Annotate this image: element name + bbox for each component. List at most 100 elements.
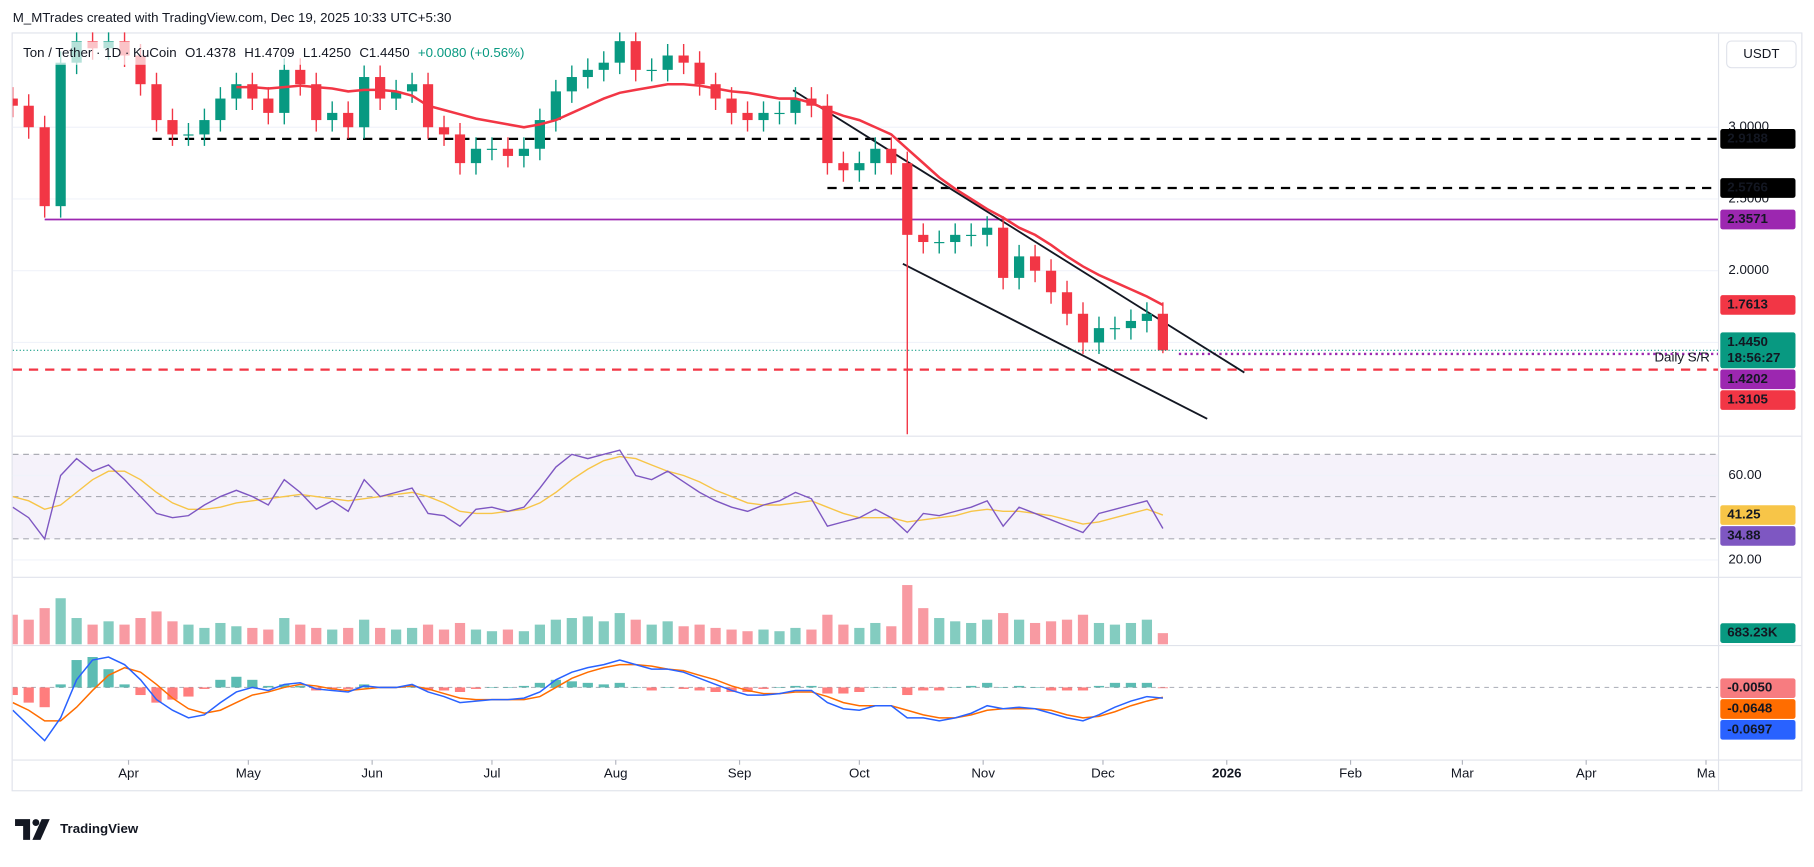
histogram-bar [806, 685, 817, 688]
candle-body [1013, 256, 1025, 278]
axis-value-box [1720, 332, 1796, 369]
candle-body [918, 234, 929, 243]
volume-bar [742, 631, 753, 645]
series-line [12, 663, 1164, 722]
histogram-bar [247, 679, 258, 688]
chart-frame [11, 32, 1803, 792]
candle-body [966, 234, 977, 237]
candle-body [630, 41, 641, 70]
volume-bar [1061, 619, 1073, 645]
volume-bar [470, 629, 482, 645]
volume-bar [359, 619, 370, 645]
candle-body [1125, 320, 1137, 329]
volume-bar [247, 627, 258, 645]
x-tick-label: Oct [849, 765, 870, 780]
histogram-bar [838, 687, 849, 694]
volume-bar [678, 626, 689, 645]
volume-bar [1109, 624, 1121, 645]
histogram-bar [566, 681, 577, 688]
histogram-bar [438, 687, 450, 691]
volume-bar [295, 624, 306, 645]
histogram-bar [902, 687, 913, 696]
axis-value-label: -0.0050 [1727, 680, 1772, 695]
histogram-bar [1061, 687, 1073, 691]
currency-button[interactable] [1726, 40, 1797, 69]
histogram-bar [199, 687, 210, 689]
histogram-bar [87, 656, 98, 688]
histogram-bar [454, 687, 466, 692]
candle-body [854, 163, 865, 171]
volume-bar [103, 621, 114, 645]
histogram-bar [12, 687, 18, 696]
candle-body [390, 91, 402, 99]
histogram-bar [231, 676, 242, 688]
histogram-bar [343, 687, 354, 689]
candle-body [12, 98, 18, 106]
volume-bar [854, 627, 865, 645]
brand: TradingView [60, 821, 139, 836]
volume-bar [838, 624, 849, 645]
histogram-bar [55, 684, 66, 688]
candle-body [550, 91, 561, 121]
candle-body [167, 120, 178, 135]
candle-body [886, 148, 897, 164]
symbol: Ton / Tether · 1D · KuCoin [23, 45, 176, 60]
volume-bar [422, 624, 434, 645]
axis-value-label: 2.5766 [1727, 180, 1768, 195]
volume-bar [902, 585, 913, 645]
series-line [12, 449, 1164, 541]
volume-bar [406, 627, 418, 645]
volume-bar [199, 627, 210, 645]
histogram-bar [470, 687, 482, 689]
x-tick-label: Dec [1091, 765, 1115, 780]
candle-body [454, 134, 466, 164]
volume-bar [1013, 619, 1025, 645]
volume-bar [1125, 622, 1137, 645]
volume-bar [886, 626, 897, 645]
histogram-bar [918, 687, 929, 691]
histogram-bar [103, 669, 114, 688]
candle-body [582, 69, 593, 78]
histogram-bar [1157, 687, 1168, 689]
histogram-bar [119, 684, 130, 688]
volume-bar [806, 629, 817, 645]
candle-body [534, 120, 545, 149]
volume-bar [1157, 633, 1168, 645]
candle-body [502, 148, 514, 156]
candle-body [598, 62, 609, 70]
logo: TradingView [15, 819, 139, 840]
histogram-bar [39, 687, 50, 708]
axis-value-box [1720, 390, 1796, 410]
legend: Ton / Tether · 1D · KuCoin O1.4378 H1.47… [23, 45, 524, 60]
currency[interactable]: USDT [1743, 46, 1779, 61]
volume-bar [454, 622, 466, 645]
histogram-bar [1029, 687, 1041, 689]
x-tick-label: Nov [971, 765, 995, 780]
x-tick-label: 2026 [1212, 765, 1242, 780]
histogram-bar [215, 679, 226, 688]
volume-bar [998, 613, 1009, 645]
axis-value-label: 1.4450 [1727, 334, 1768, 349]
candle-body [1029, 256, 1041, 271]
candle-body [231, 84, 242, 99]
candle-body [774, 112, 785, 115]
axis-value-box [1720, 720, 1796, 740]
trendline [902, 263, 1208, 420]
volume-bar [646, 624, 657, 645]
volume-bar [311, 627, 322, 645]
volume-bar [614, 613, 625, 645]
volume-bar [582, 616, 593, 645]
logo-mark [32, 819, 50, 840]
volume-bar [486, 631, 498, 645]
histogram-bar [662, 687, 673, 689]
histogram-bar [135, 687, 146, 696]
candle-body [1061, 292, 1073, 314]
histogram-bar [151, 687, 162, 703]
histogram-bar [295, 685, 306, 688]
candle-body [55, 62, 66, 207]
axis-value-label: 2.9188 [1727, 130, 1768, 145]
candle-body [710, 84, 721, 99]
candle-body [646, 69, 657, 72]
x-tick-label: Mar [1451, 765, 1474, 780]
candle-body [295, 69, 306, 85]
